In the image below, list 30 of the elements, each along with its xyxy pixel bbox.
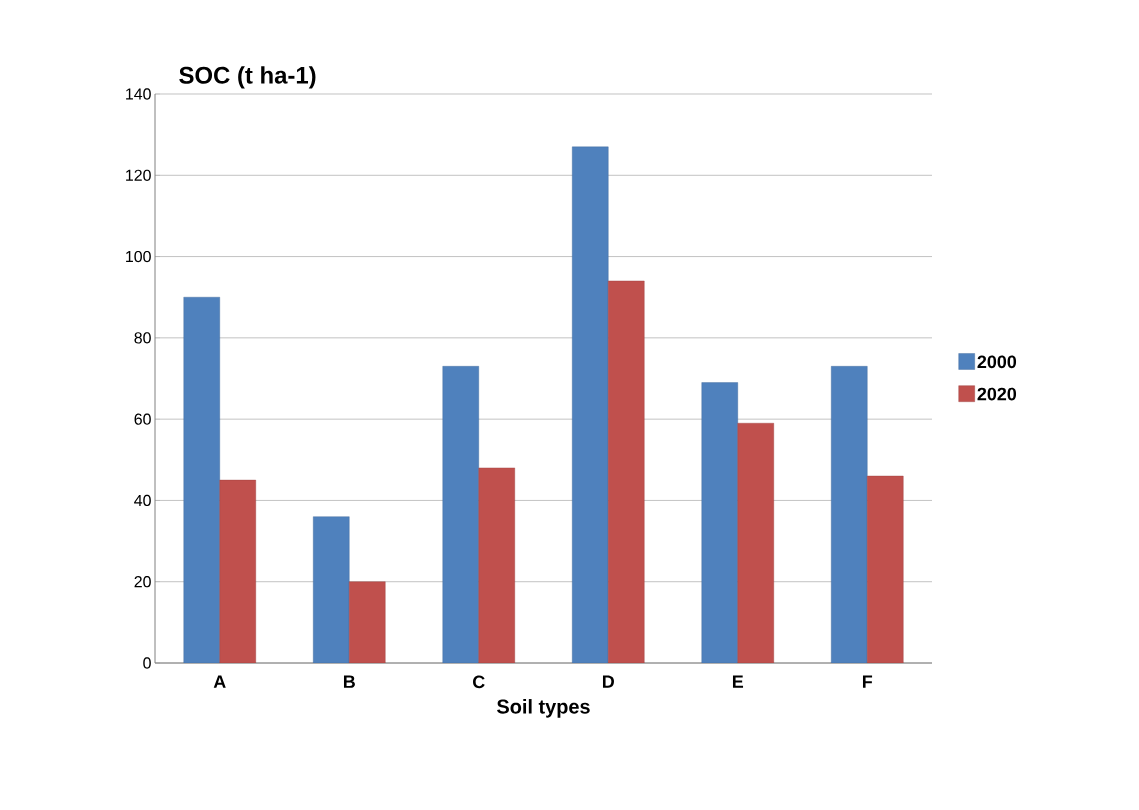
x-tick-label: D: [602, 675, 614, 688]
bar: [183, 297, 220, 663]
bar: [478, 467, 515, 663]
bar: [219, 479, 256, 663]
bar: [313, 516, 350, 663]
bar: [701, 382, 738, 663]
bar: [608, 280, 645, 663]
x-tick-label: C: [473, 675, 485, 689]
x-tick-label: A: [213, 675, 226, 688]
y-tick-label: 0: [143, 657, 151, 669]
y-tick-label: 100: [126, 250, 151, 263]
legend-label: 2020: [977, 387, 1017, 401]
y-tick-label: 120: [126, 169, 151, 181]
y-tick-label: 80: [134, 332, 151, 344]
bar: [349, 581, 386, 663]
x-tick-label: E: [732, 675, 744, 688]
bar: [737, 423, 774, 663]
x-tick-label: B: [343, 675, 355, 688]
bar: [831, 366, 868, 663]
y-axis-title: SOC (t ha-1): [179, 66, 316, 89]
legend-label: 2000: [977, 355, 1017, 369]
bar: [867, 475, 904, 663]
y-tick-label: 140: [126, 88, 151, 100]
x-tick-label: F: [862, 675, 873, 688]
y-tick-label: 60: [134, 413, 151, 425]
y-tick-label: 20: [134, 576, 151, 588]
bar: [572, 146, 609, 663]
y-tick-label: 40: [134, 494, 151, 507]
x-axis-title: Soil types: [497, 699, 590, 718]
bar: [442, 366, 479, 663]
